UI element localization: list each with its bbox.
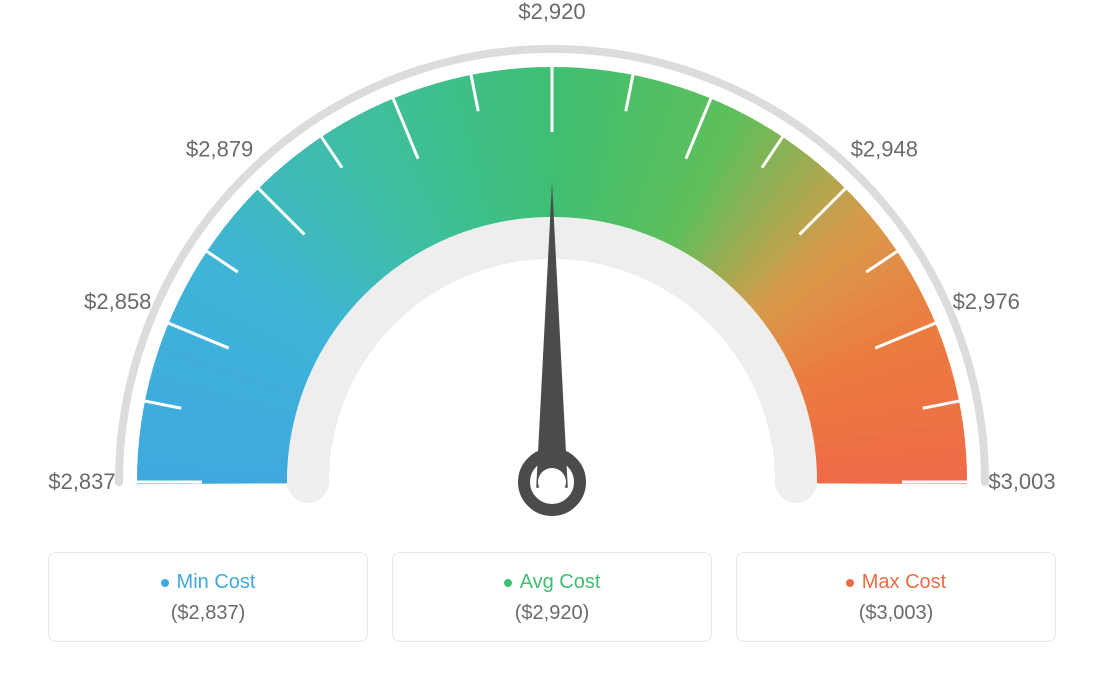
svg-text:$2,837: $2,837 (48, 469, 115, 494)
svg-text:$2,858: $2,858 (84, 289, 151, 314)
legend-max-label: Max Cost (862, 571, 946, 593)
gauge-chart: $2,837 $2,858 $2,879 $2,920 $2,948 $2,976 $3,0… (0, 0, 1104, 540)
legend-row: Min Cost ($2,837) Avg Cost ($2,920) Max … (0, 552, 1104, 642)
legend-card-avg: Avg Cost ($2,920) (392, 552, 712, 642)
legend-min-title: Min Cost (61, 571, 355, 594)
legend-avg-value: ($2,920) (405, 602, 699, 625)
legend-dot-min (161, 579, 169, 587)
svg-text:$3,003: $3,003 (988, 469, 1055, 494)
legend-max-title: Max Cost (749, 571, 1043, 594)
legend-avg-label: Avg Cost (520, 571, 601, 593)
legend-avg-title: Avg Cost (405, 571, 699, 594)
legend-max-value: ($3,003) (749, 602, 1043, 625)
gauge-svg: $2,837 $2,858 $2,879 $2,920 $2,948 $2,976 $3,0… (0, 0, 1104, 540)
svg-text:$2,948: $2,948 (851, 137, 918, 162)
svg-text:$2,976: $2,976 (953, 289, 1020, 314)
legend-card-min: Min Cost ($2,837) (48, 552, 368, 642)
legend-dot-max (846, 579, 854, 587)
legend-min-value: ($2,837) (61, 602, 355, 625)
svg-text:$2,879: $2,879 (186, 137, 253, 162)
svg-text:$2,920: $2,920 (518, 0, 585, 24)
legend-dot-avg (504, 579, 512, 587)
legend-card-max: Max Cost ($3,003) (736, 552, 1056, 642)
legend-min-label: Min Cost (177, 571, 256, 593)
